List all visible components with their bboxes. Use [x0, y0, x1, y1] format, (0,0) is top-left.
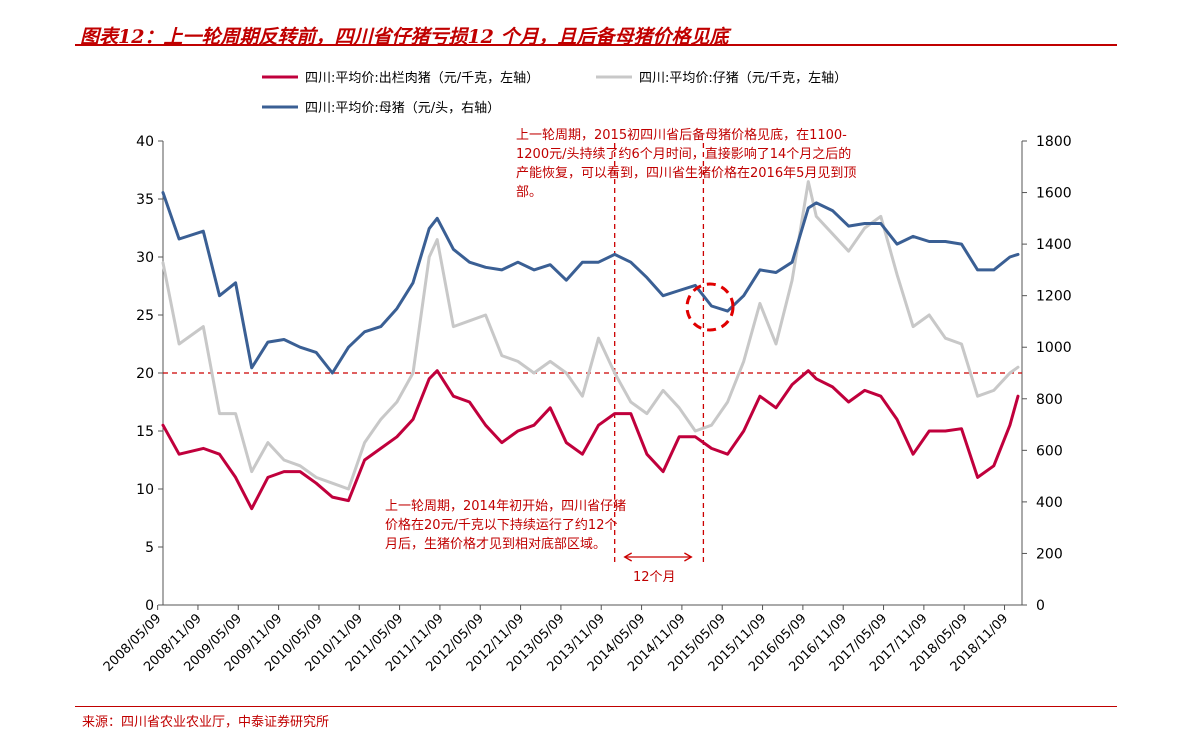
legend: 四川:平均价:出栏肉猪（元/千克，左轴） 四川:平均价:仔猪（元/千克，左轴） 四川… — [262, 71, 847, 116]
legend-label: 四川:平均价:仔猪（元/千克，左轴） — [639, 71, 847, 86]
y-tick-label: 10 — [136, 482, 154, 498]
reference-lines — [163, 143, 1022, 562]
y-tick-label: 30 — [136, 250, 154, 266]
y2-tick-label: 1000 — [1036, 340, 1072, 356]
y-tick-label: 5 — [145, 540, 154, 556]
source-note: 来源：四川省农业农业厅，中泰证券研究所 — [82, 715, 330, 730]
series-line-1 — [161, 180, 1020, 491]
title-divider — [75, 44, 1117, 46]
arrow-head-left — [623, 552, 633, 562]
y-tick-label: 35 — [136, 192, 154, 208]
y2-tick-label: 800 — [1036, 392, 1063, 408]
annotation-piglet-loss: 上一轮周期，2014年初开始，四川省仔猪价格在20元/千克以下持续运行了约12个… — [385, 499, 627, 552]
annotation-twelve-months: 12个月 — [633, 570, 676, 585]
y2-tick-label: 400 — [1036, 495, 1063, 511]
y2-tick-label: 0 — [1036, 598, 1045, 614]
axes: 0510152025303540020040060080010001200140… — [101, 134, 1072, 675]
highlight-circle — [685, 282, 735, 332]
y-tick-label: 25 — [136, 308, 154, 324]
source-divider — [75, 706, 1117, 707]
y2-tick-label: 1800 — [1036, 134, 1072, 150]
chart-title: 图表12：上一轮周期反转前，四川省仔猪亏损12 个月，且后备母猪价格见底 — [80, 26, 729, 48]
series-lines — [161, 180, 1020, 511]
y2-tick-label: 1200 — [1036, 289, 1072, 305]
y-tick-label: 0 — [145, 598, 154, 614]
annotation-sow-bottom: 上一轮周期，2015初四川省后备母猪价格见底，在1100-1200元/头持续了约… — [516, 128, 857, 200]
series-line-2 — [161, 191, 1020, 375]
legend-label: 四川:平均价:母猪（元/头，右轴） — [305, 101, 500, 116]
y-tick-label: 15 — [136, 424, 154, 440]
y2-tick-label: 600 — [1036, 443, 1063, 459]
markers — [623, 282, 735, 562]
legend-label: 四川:平均价:出栏肉猪（元/千克，左轴） — [305, 71, 539, 86]
y2-tick-label: 1400 — [1036, 237, 1072, 253]
arrow-head-right — [684, 552, 693, 562]
y2-tick-label: 1600 — [1036, 186, 1072, 202]
series-line-0 — [161, 369, 1020, 511]
y-tick-label: 40 — [136, 134, 154, 150]
y2-tick-label: 200 — [1036, 546, 1063, 562]
y-tick-label: 20 — [136, 366, 154, 382]
